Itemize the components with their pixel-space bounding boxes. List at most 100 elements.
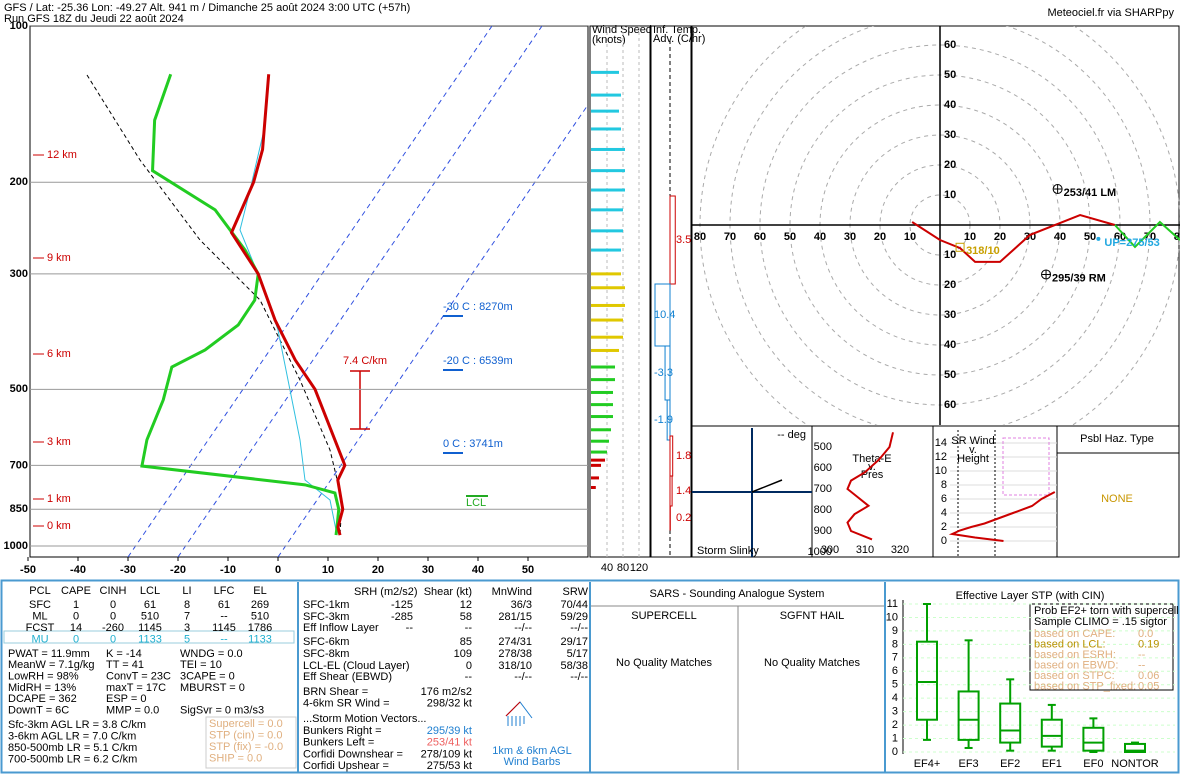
ring-label: 30 [944, 309, 956, 321]
wind-bar [591, 415, 613, 419]
table-cell: 70/44 [560, 599, 588, 611]
index-text: TT = 41 [106, 659, 144, 671]
wind-bar [591, 70, 619, 74]
lapse-rate: Sfc-3km AGL LR = 3.8 C/km [8, 719, 146, 731]
sars-column: SGFNT HAIL [780, 610, 845, 622]
x-tick-label: 320 [891, 544, 909, 556]
index-text: K = -14 [106, 648, 142, 660]
index-text: maxT = 17C [106, 682, 166, 694]
table-cell: 14 [70, 622, 82, 634]
box [1082, 726, 1105, 752]
wind-bar [591, 286, 625, 290]
box [1124, 742, 1146, 753]
adv-box [669, 435, 674, 477]
index-text: ConvT = 23C [106, 671, 171, 683]
kin-label: Bunkers Right = [303, 725, 382, 737]
haz-frame [1056, 425, 1180, 558]
table-header: SRW [563, 586, 589, 598]
ring-label: 10 [964, 231, 976, 243]
table-cell: 1145 [212, 622, 236, 634]
y-tick-label: 500 [10, 383, 28, 395]
annotation: 0 C : 3741m [443, 438, 503, 450]
table-cell: -285 [391, 611, 413, 623]
table-cell: 281/15 [498, 611, 532, 623]
y-tick-label: 900 [814, 525, 832, 537]
lapse-rate: 700-500mb LR = 6.2 C/km [8, 753, 137, 765]
x-tick-label: NONTOR [1111, 758, 1159, 770]
table-cell: 1145 [138, 622, 162, 634]
wind-bar [591, 335, 623, 339]
temperature-line [229, 74, 347, 536]
table-cell: -125 [391, 599, 413, 611]
panel-title: Inf. Temp. [653, 24, 701, 36]
wind-bar [591, 403, 613, 407]
sars-result: No Quality Matches [764, 657, 860, 669]
ring-label: 40 [944, 99, 956, 111]
table-cell: -- [406, 622, 414, 634]
table-cell: 1133 [138, 633, 162, 645]
storm-marker-cross [1053, 185, 1062, 194]
wind-frame [589, 25, 651, 558]
adv-label: 1.8 [676, 450, 691, 462]
table-cell: 29/17 [560, 636, 588, 648]
table-header: PCL [29, 585, 50, 597]
table-cell: SFC-1km [303, 599, 349, 611]
legend-row: based on STPC: [1034, 670, 1115, 682]
storm-label: 295/39 RM [1052, 272, 1106, 284]
index-text: 3CAPE = 0 [180, 671, 235, 683]
kin-label: BRN Shear = [303, 686, 368, 698]
x-tick-label: -40 [70, 564, 86, 576]
height-label: 12 km [47, 149, 77, 161]
y-tick-label: 200 [10, 176, 28, 188]
index-text: TEI = 10 [180, 659, 222, 671]
legend-value: 0.05 [1138, 680, 1159, 692]
y-tick-label: 1000 [808, 546, 832, 558]
hodo-trace [911, 214, 1116, 263]
frames [0, 25, 1180, 774]
x-tick-label: 80 [617, 562, 629, 574]
table-cell: LCL-EL (Cloud Layer) [303, 660, 410, 672]
slinky-deg: -- deg [777, 429, 806, 441]
adv-box [654, 283, 671, 347]
index-text: ESP = 0 [106, 693, 146, 705]
x-tick-label: 10 [322, 564, 334, 576]
table-cell: SFC [29, 599, 51, 611]
table-cell: SFC-8km [303, 648, 349, 660]
legend-value: -- [1138, 659, 1146, 671]
table-cell: -- [465, 671, 473, 683]
panel-title: Height [957, 453, 989, 465]
table-cell: -- [220, 633, 228, 645]
y-tick-label: 8 [892, 638, 898, 650]
y-tick-label: 8 [941, 479, 947, 491]
ring-label: 10 [904, 231, 916, 243]
wind-bar [591, 188, 625, 192]
legend-value: 0.0 [1138, 628, 1153, 640]
table-cell: 8 [184, 599, 190, 611]
wind-bar [591, 450, 607, 454]
severe-param: SHIP = 0.0 [209, 752, 262, 764]
panel-title: v. [969, 444, 977, 456]
table-cell: SFC-3km [303, 611, 349, 623]
bottom-frame [0, 579, 1180, 774]
ring-label: 50 [944, 69, 956, 81]
wind-bar [591, 485, 596, 489]
box [999, 702, 1022, 744]
storm-label: 253/41 LM [1064, 187, 1117, 199]
adv-box [666, 399, 671, 441]
table-cell: 59/29 [560, 611, 588, 623]
adv-label: 0.2 [676, 512, 691, 524]
ring-label: 50 [1084, 231, 1096, 243]
table-cell: 1786 [248, 622, 272, 634]
wind-bar [591, 109, 619, 113]
ring-label: 30 [844, 231, 856, 243]
y-tick-label: 3 [892, 706, 898, 718]
wind-bar [591, 318, 623, 322]
ring-label: 60 [944, 399, 956, 411]
wind-bar [591, 365, 615, 369]
table-cell: --/-- [570, 622, 588, 634]
panel-title: Adv. (C/hr) [653, 33, 705, 45]
lapse-bracket [350, 370, 370, 430]
kin-label: 4-6km SR Wind = [303, 697, 390, 709]
ring-label: 80 [694, 231, 706, 243]
